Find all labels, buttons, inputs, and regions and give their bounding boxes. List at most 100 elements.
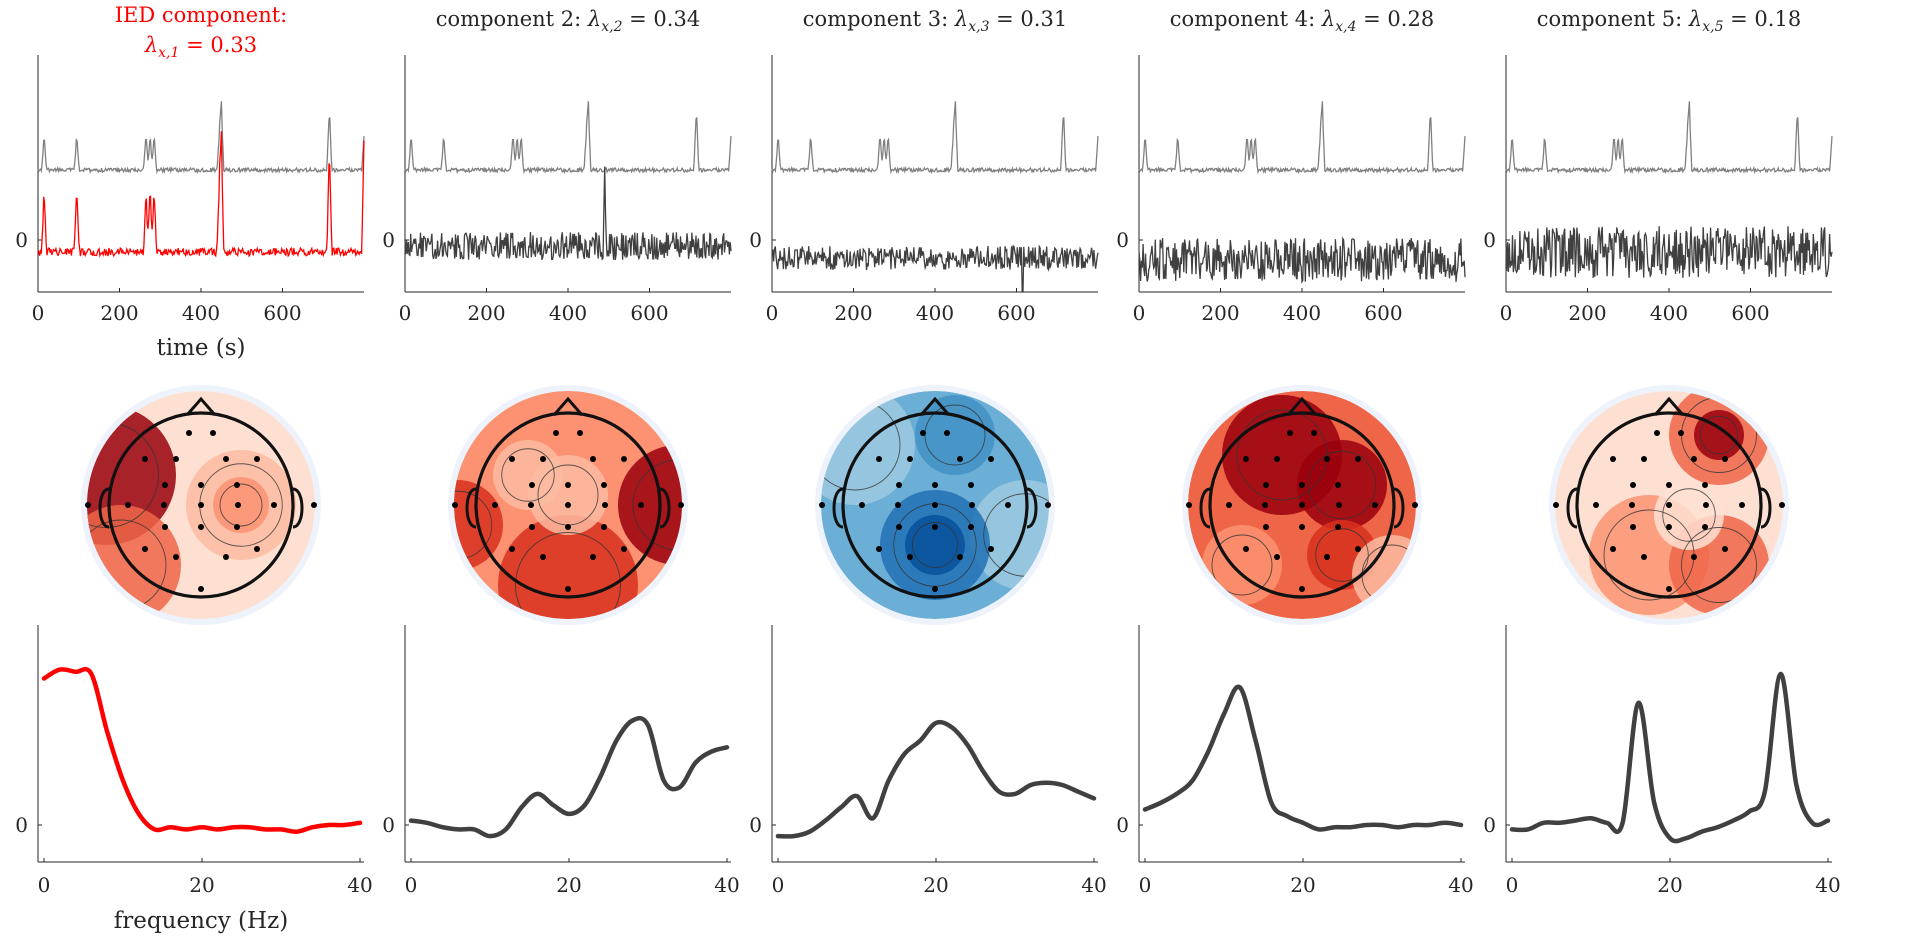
electrode-dot <box>1610 456 1616 462</box>
electrode-dot <box>1666 482 1672 488</box>
topo-blob <box>493 440 563 510</box>
electrode-dot <box>968 524 974 530</box>
electrode-dot <box>223 456 229 462</box>
x-tick-label: 0 <box>1133 301 1146 325</box>
electrode-dot <box>895 502 901 508</box>
topo-contour <box>1315 528 1369 582</box>
topo-blob <box>1202 525 1282 605</box>
right-ear <box>1393 487 1405 529</box>
electrode-dot <box>1005 502 1011 508</box>
electrode-dot <box>1666 586 1672 592</box>
electrode-dot <box>198 524 204 530</box>
electrode-dot <box>529 524 535 530</box>
x-tick-label: 0 <box>38 873 51 897</box>
electrode-dot <box>234 482 240 488</box>
head-outline <box>107 411 295 599</box>
topo-contour <box>515 532 621 619</box>
component-trace <box>771 244 1099 293</box>
electrode-dot <box>1629 502 1635 508</box>
x-tick-label: 200 <box>467 301 505 325</box>
electrode-dot <box>1739 502 1745 508</box>
component-trace <box>1138 236 1466 285</box>
topo-contour <box>1307 450 1377 520</box>
electrode-dot <box>1186 502 1192 508</box>
electrode-dot <box>1630 524 1636 530</box>
electrode-dot <box>621 546 627 552</box>
electrode-dot <box>509 546 515 552</box>
head-outline <box>1208 411 1396 599</box>
electrode-dot <box>162 524 168 530</box>
electrode-dot <box>1355 456 1361 462</box>
electrode-dot <box>492 502 498 508</box>
electrode-dot <box>565 524 571 530</box>
x-axis-label: time (s) <box>156 335 245 361</box>
x-tick-label: 600 <box>630 301 668 325</box>
electrode-dot <box>1274 554 1280 560</box>
x-tick-label: 0 <box>399 301 412 325</box>
x-tick-label: 20 <box>923 873 948 897</box>
x-tick-label: 40 <box>1448 873 1473 897</box>
component-column-1: IED component:λx,1 = 0.330 200 400 6000time… <box>15 3 372 934</box>
electrode-dot <box>509 456 515 462</box>
component-trace <box>404 166 732 261</box>
x-tick-label: 0 <box>405 873 418 897</box>
x-tick-label: 0 <box>1500 301 1513 325</box>
head-outline <box>1575 411 1763 599</box>
electrode-dot <box>932 482 938 488</box>
electrode-dot <box>1263 524 1269 530</box>
electrode-dot <box>1336 502 1342 508</box>
electrode-dot <box>577 430 583 436</box>
reference-trace <box>771 101 1099 175</box>
y-tick-label: 0 <box>15 813 28 837</box>
reference-trace <box>1505 101 1833 175</box>
electrode-dot <box>1553 502 1559 508</box>
electrode-dot <box>601 524 607 530</box>
component-trace <box>37 131 365 259</box>
x-tick-label: 400 <box>1650 301 1688 325</box>
x-tick-label: 400 <box>182 301 220 325</box>
electrode-dot <box>1226 502 1232 508</box>
electrode-dot <box>452 502 458 508</box>
electrode-dot <box>85 502 91 508</box>
electrode-dot <box>528 502 534 508</box>
panel-title: component 3: λx,3 = 0.31 <box>803 7 1067 35</box>
right-ear <box>292 487 304 529</box>
timecourse-axes: 0 200 400 600 0 <box>749 55 1099 325</box>
x-tick-label: 200 <box>1201 301 1239 325</box>
nose <box>552 396 584 416</box>
topo-map <box>821 391 1049 619</box>
panel-title: IED component: λx,1 = 0.33 <box>115 3 288 61</box>
topo-contour <box>501 448 555 502</box>
x-tick-label: 20 <box>1290 873 1315 897</box>
title-line-1: IED component: <box>115 3 288 27</box>
electrode-dot <box>254 546 260 552</box>
topo-blob <box>498 515 638 619</box>
electrode-dot <box>1641 456 1647 462</box>
topo-blob <box>915 395 995 475</box>
right-ear <box>659 487 671 529</box>
reference-trace <box>1138 101 1466 175</box>
x-tick-label: 400 <box>549 301 587 325</box>
y-tick-label: 0 <box>749 813 762 837</box>
electrode-dot <box>896 482 902 488</box>
electrode-dot <box>1262 502 1268 508</box>
y-tick-label: 0 <box>1116 813 1129 837</box>
electrode-dot <box>1274 456 1280 462</box>
topo-map <box>87 391 315 619</box>
topo-contour <box>1211 534 1273 596</box>
electrode-dot <box>638 502 644 508</box>
electrode-dot <box>819 502 825 508</box>
spectrum-line <box>41 666 363 834</box>
x-axis-label: frequency (Hz) <box>114 908 288 934</box>
topo-map <box>454 391 682 619</box>
topo-contour <box>1662 488 1716 542</box>
electrode-dot <box>1311 430 1317 436</box>
electrode-dot <box>907 554 913 560</box>
electrode-dot <box>590 554 596 560</box>
electrode-dot <box>1299 502 1305 508</box>
x-tick-label: 600 <box>1731 301 1769 325</box>
electrode-dot <box>161 502 167 508</box>
electrode-dot <box>1703 502 1709 508</box>
